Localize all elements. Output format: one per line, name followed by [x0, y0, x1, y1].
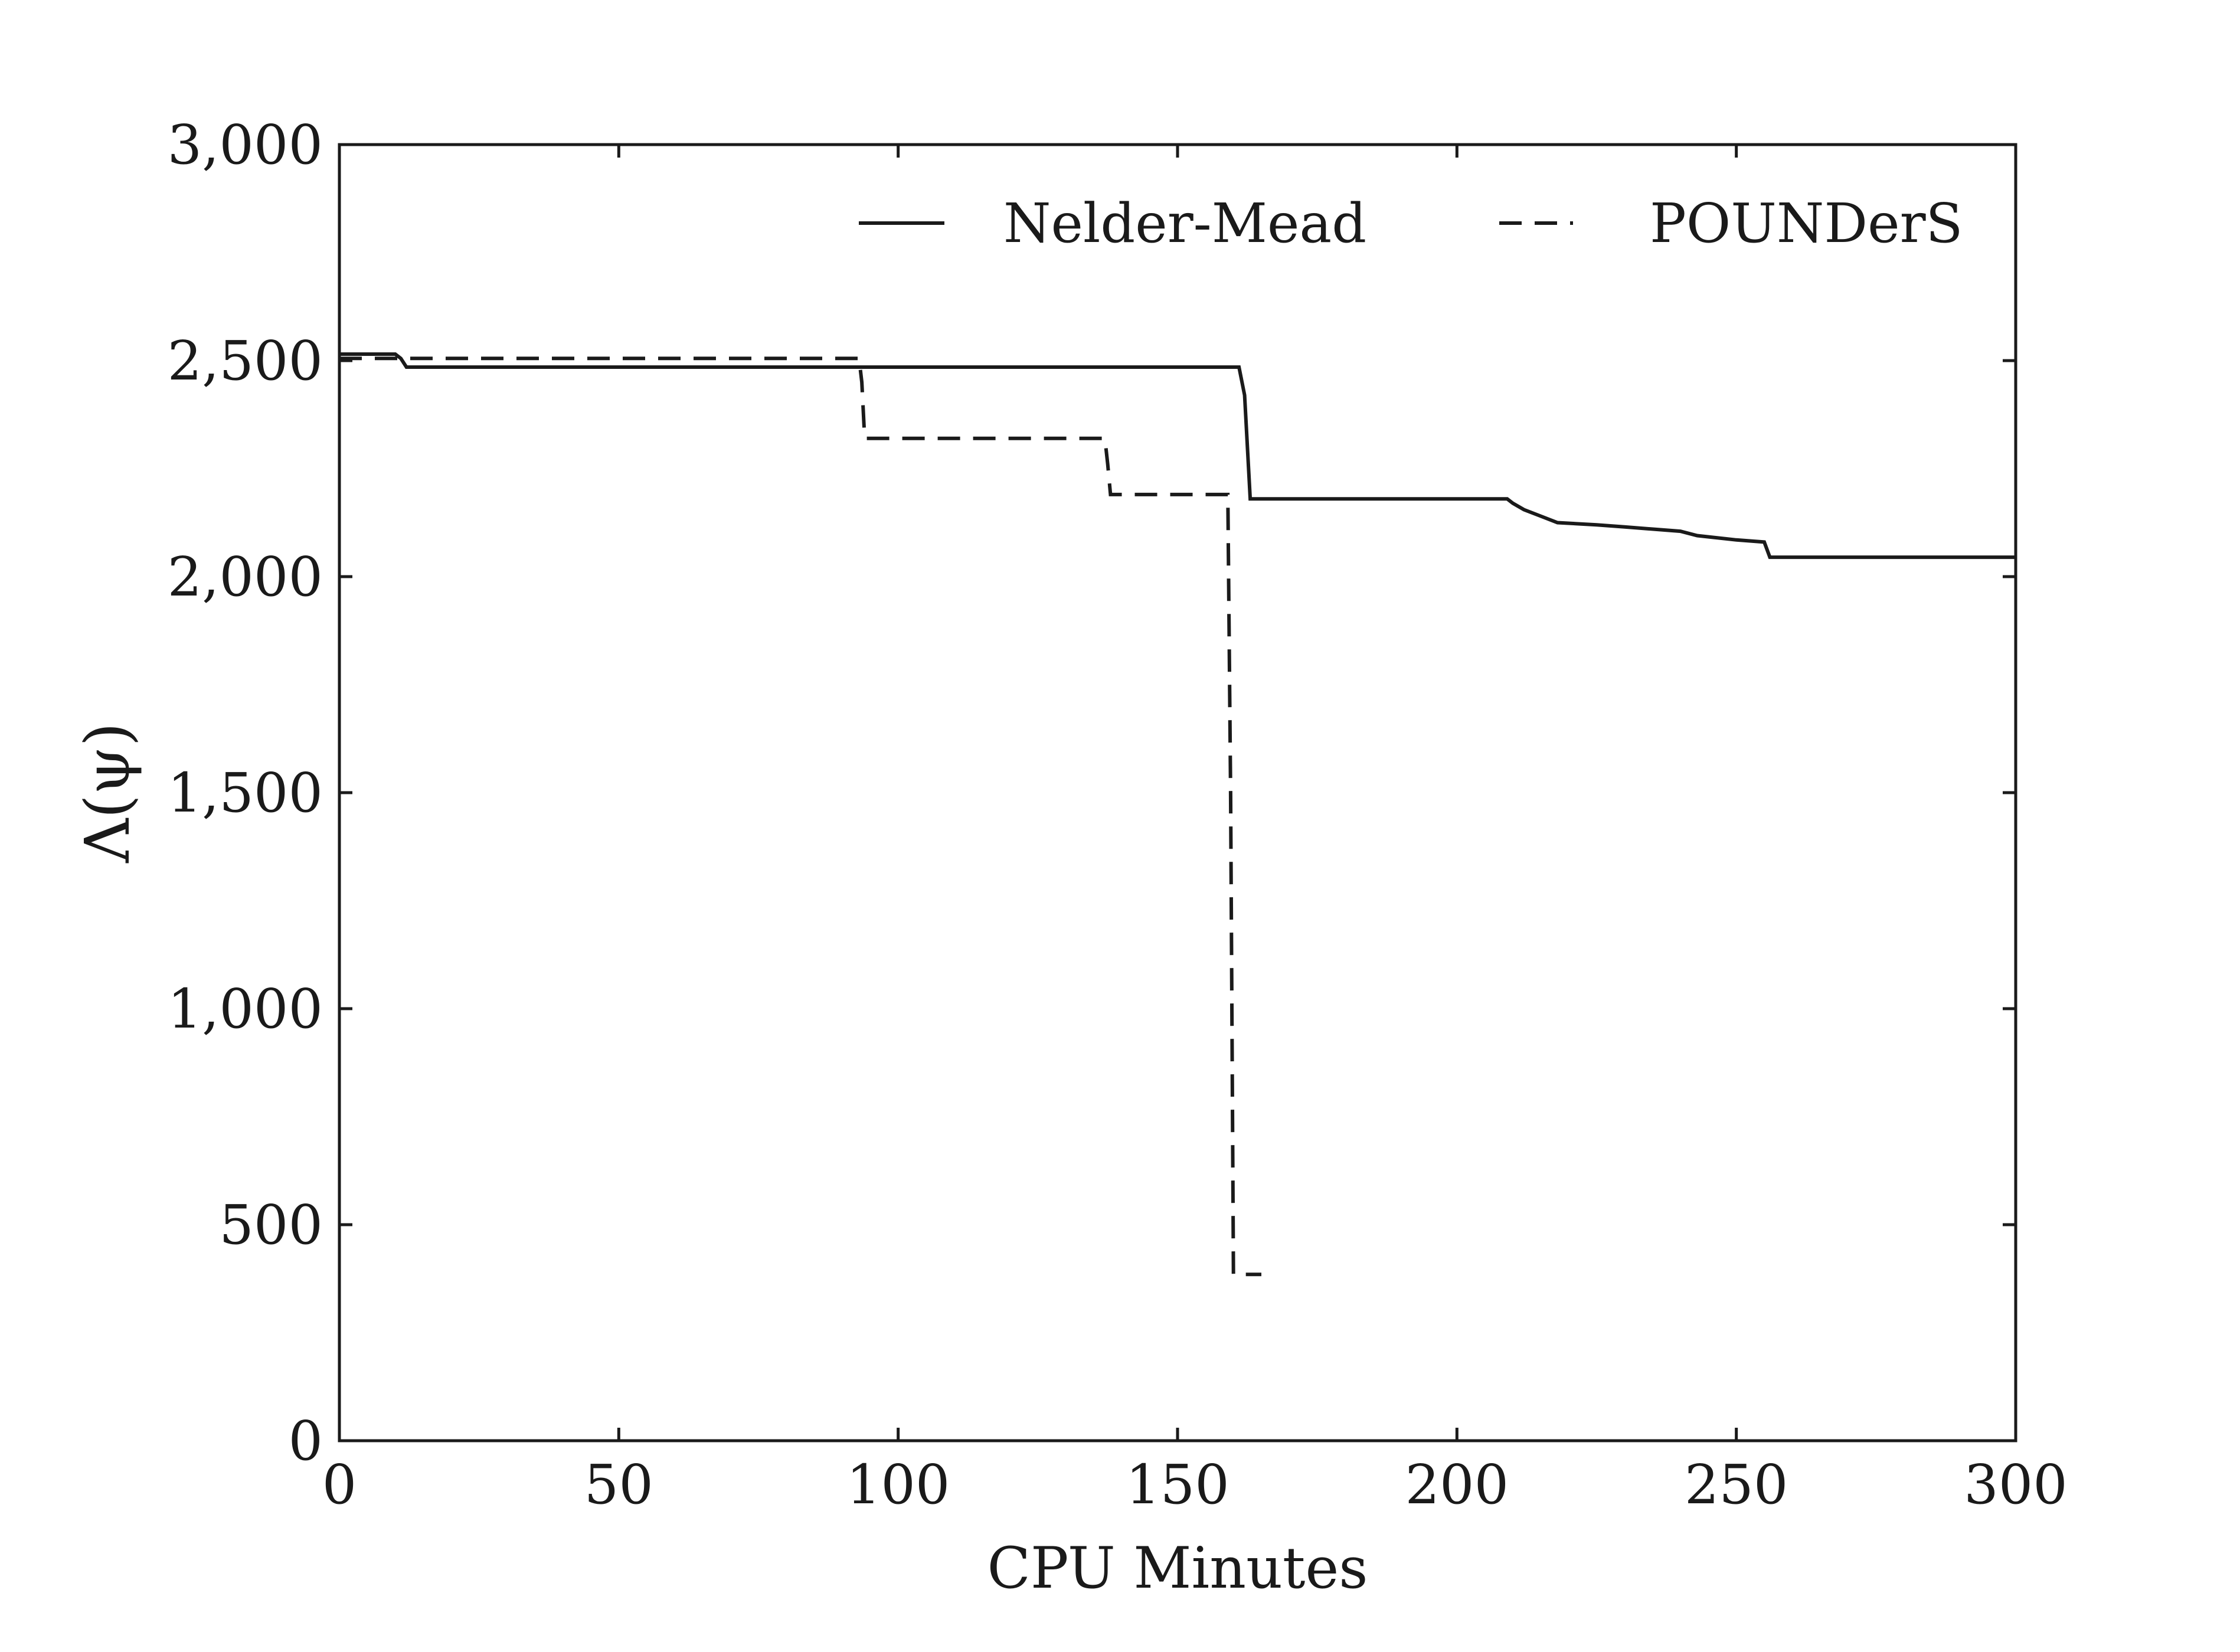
y-tick-label: 1,500 — [168, 761, 323, 825]
y-tick-label: 2,500 — [168, 329, 323, 392]
x-tick-label: 300 — [1964, 1453, 2068, 1516]
y-tick-label: 3,000 — [168, 113, 323, 176]
series-line-2 — [339, 356, 1261, 1277]
legend-label-1: Nelder-Mead — [1003, 192, 1366, 255]
y-tick-label: 2,000 — [168, 545, 323, 609]
x-tick-label: 0 — [322, 1453, 357, 1516]
x-tick-label: 150 — [1126, 1453, 1229, 1516]
series-line-1 — [339, 352, 2016, 560]
x-tick-label: 50 — [584, 1453, 653, 1516]
x-tick-label: 100 — [846, 1453, 950, 1516]
legend-label-2: POUNDerS — [1650, 192, 1963, 255]
y-axis-label: Λ(ψ) — [71, 722, 143, 863]
y-tick-label: 1,000 — [168, 977, 323, 1041]
axis-ticks: 0 50 100 150 200 250 300 0 500 1,000 1,500 2,000 2,5… — [168, 113, 2068, 1516]
legend: Nelder-Mead POUNDerS — [859, 192, 1963, 255]
x-tick-label: 250 — [1685, 1453, 1788, 1516]
series-layer — [339, 352, 2016, 1277]
y-tick-label: 0 — [288, 1409, 323, 1473]
plot-frame — [338, 143, 2017, 1442]
y-tick-label: 500 — [219, 1193, 323, 1257]
x-axis-label: CPU Minutes — [987, 1535, 1368, 1601]
x-tick-label: 200 — [1405, 1453, 1509, 1516]
